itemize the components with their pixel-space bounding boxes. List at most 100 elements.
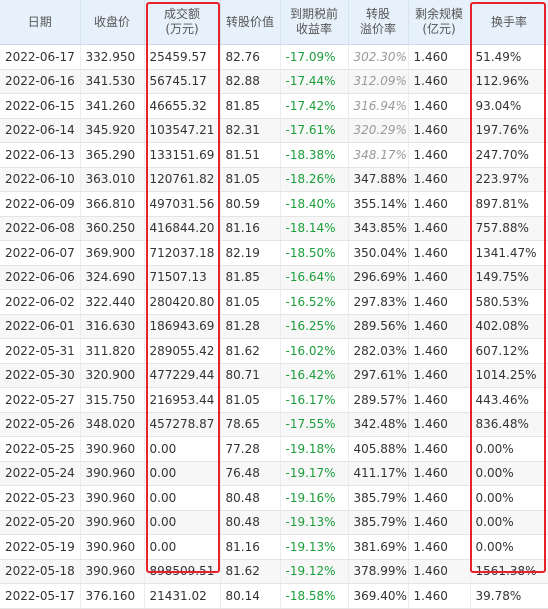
date-cell: 2022-06-15 <box>0 93 81 119</box>
table-row[interactable]: 2022-06-01 316.630 186943.69 81.28 -16.25% 28… <box>0 314 548 339</box>
remaining-size-cell: 1.460 <box>408 510 471 535</box>
close-price-cell: 324.690 <box>80 265 145 290</box>
remaining-size-cell: 1.460 <box>408 167 471 192</box>
close-price-cell: 366.810 <box>80 191 145 217</box>
conversion-value-cell: 81.85 <box>220 265 281 290</box>
premium-cell: 347.88% <box>348 167 409 192</box>
turnover-cell: 836.48% <box>470 412 548 437</box>
table-row[interactable]: 2022-05-30 320.900 477229.44 80.71 -16.42% 29… <box>0 363 548 388</box>
premium-cell: 348.17% <box>348 142 409 168</box>
column-header-close-price[interactable]: 收盘价 <box>80 0 145 45</box>
table-row[interactable]: 2022-05-20 390.960 0.00 80.48 -19.13% 385.79%… <box>0 510 548 535</box>
volume-cell: 0.00 <box>144 461 221 486</box>
volume-cell: 497031.56 <box>144 191 221 217</box>
turnover-cell: 0.00% <box>470 485 548 511</box>
table-row[interactable]: 2022-06-07 369.900 712037.18 82.19 -18.50% 35… <box>0 240 548 266</box>
close-price-cell: 390.960 <box>80 485 145 511</box>
table-row[interactable]: 2022-06-13 365.290 133151.69 81.51 -18.38% 34… <box>0 142 548 168</box>
conversion-value-cell: 81.05 <box>220 387 281 413</box>
conversion-value-cell: 80.14 <box>220 583 281 609</box>
remaining-size-cell: 1.460 <box>408 534 471 560</box>
ytm-cell: -19.13% <box>280 534 349 560</box>
column-header-remaining-size[interactable]: 剩余规模 (亿元) <box>408 0 471 45</box>
date-cell: 2022-05-31 <box>0 338 81 364</box>
ytm-cell: -16.17% <box>280 387 349 413</box>
turnover-cell: 897.81% <box>470 191 548 217</box>
table-row[interactable]: 2022-05-26 348.020 457278.87 78.65 -17.55% 34… <box>0 412 548 437</box>
volume-cell: 186943.69 <box>144 314 221 339</box>
ytm-cell: -18.58% <box>280 583 349 609</box>
ytm-cell: -16.02% <box>280 338 349 364</box>
column-header-volume[interactable]: 成交额 (万元) <box>144 0 221 45</box>
turnover-cell: 580.53% <box>470 289 548 315</box>
conversion-value-cell: 81.51 <box>220 142 281 168</box>
column-header-label: 到期税前 <box>289 7 338 21</box>
conversion-value-cell: 81.62 <box>220 338 281 364</box>
date-cell: 2022-06-16 <box>0 69 81 94</box>
column-header-turnover-rate[interactable]: 换手率 <box>470 0 548 45</box>
table-row[interactable]: 2022-06-08 360.250 416844.20 81.16 -18.14% 34… <box>0 216 548 241</box>
date-cell: 2022-05-17 <box>0 583 81 609</box>
table-row[interactable]: 2022-05-24 390.960 0.00 76.48 -19.17% 411.17%… <box>0 461 548 486</box>
premium-cell: 342.48% <box>348 412 409 437</box>
turnover-cell: 0.00% <box>470 461 548 486</box>
turnover-cell: 112.96% <box>470 69 548 94</box>
column-header-conversion-premium[interactable]: 转股 溢价率 <box>348 0 409 45</box>
table-row[interactable]: 2022-05-17 376.160 21431.02 80.14 -18.58% 369… <box>0 583 548 609</box>
table-row[interactable]: 2022-05-19 390.960 0.00 81.16 -19.13% 381.69%… <box>0 534 548 560</box>
date-cell: 2022-06-17 <box>0 44 81 70</box>
premium-cell: 369.40% <box>348 583 409 609</box>
table-row[interactable]: 2022-06-16 341.530 56745.17 82.88 -17.44% 312… <box>0 69 548 94</box>
table-row[interactable]: 2022-06-17 332.950 25459.57 82.76 -17.09% 302… <box>0 44 548 70</box>
conversion-value-cell: 81.62 <box>220 559 281 584</box>
date-cell: 2022-05-27 <box>0 387 81 413</box>
volume-cell: 0.00 <box>144 510 221 535</box>
close-price-cell: 390.960 <box>80 510 145 535</box>
table-row[interactable]: 2022-05-31 311.820 289055.42 81.62 -16.02% 28… <box>0 338 548 364</box>
table-row[interactable]: 2022-06-14 345.920 103547.21 82.31 -17.61% 32… <box>0 118 548 143</box>
table-row[interactable]: 2022-06-02 322.440 280420.80 81.05 -16.52% 29… <box>0 289 548 315</box>
conversion-value-cell: 82.19 <box>220 240 281 266</box>
volume-cell: 25459.57 <box>144 44 221 70</box>
premium-cell: 289.57% <box>348 387 409 413</box>
ytm-cell: -18.26% <box>280 167 349 192</box>
volume-cell: 0.00 <box>144 485 221 511</box>
table-row[interactable]: 2022-06-10 363.010 120761.82 81.05 -18.26% 34… <box>0 167 548 192</box>
turnover-cell: 443.46% <box>470 387 548 413</box>
turnover-cell: 402.08% <box>470 314 548 339</box>
table-row[interactable]: 2022-05-27 315.750 216953.44 81.05 -16.17% 28… <box>0 387 548 413</box>
table-row[interactable]: 2022-06-09 366.810 497031.56 80.59 -18.40% 35… <box>0 191 548 217</box>
column-header-label: 日期 <box>27 14 52 29</box>
date-cell: 2022-06-13 <box>0 142 81 168</box>
conversion-value-cell: 82.31 <box>220 118 281 143</box>
premium-cell: 378.99% <box>348 559 409 584</box>
table-row[interactable]: 2022-05-25 390.960 0.00 77.28 -19.18% 405.88%… <box>0 436 548 462</box>
close-price-cell: 376.160 <box>80 583 145 609</box>
table-body: 2022-06-17 332.950 25459.57 82.76 -17.09% 302… <box>0 44 548 609</box>
table-row[interactable]: 2022-05-23 390.960 0.00 80.48 -19.16% 385.79%… <box>0 485 548 511</box>
table-row[interactable]: 2022-06-06 324.690 71507.13 81.85 -16.64% 296… <box>0 265 548 290</box>
remaining-size-cell: 1.460 <box>408 191 471 217</box>
conversion-value-cell: 80.48 <box>220 510 281 535</box>
column-header-date[interactable]: 日期 <box>0 0 81 45</box>
column-header-conversion-value[interactable]: 转股价值 <box>220 0 281 45</box>
close-price-cell: 341.260 <box>80 93 145 119</box>
column-header-ytm-pretax[interactable]: 到期税前 收益率 <box>280 0 349 45</box>
ytm-cell: -19.12% <box>280 559 349 584</box>
conversion-value-cell: 80.48 <box>220 485 281 511</box>
turnover-cell: 197.76% <box>470 118 548 143</box>
close-price-cell: 390.960 <box>80 436 145 462</box>
volume-cell: 56745.17 <box>144 69 221 94</box>
column-header-label: 收益率 <box>295 22 332 36</box>
premium-cell: 355.14% <box>348 191 409 217</box>
turnover-cell: 149.75% <box>470 265 548 290</box>
ytm-cell: -16.42% <box>280 363 349 388</box>
ytm-cell: -19.16% <box>280 485 349 511</box>
date-cell: 2022-05-20 <box>0 510 81 535</box>
turnover-cell: 0.00% <box>470 510 548 535</box>
table-row[interactable]: 2022-05-18 390.960 898509.51 81.62 -19.12% 37… <box>0 559 548 584</box>
ytm-cell: -17.42% <box>280 93 349 119</box>
table-row[interactable]: 2022-06-15 341.260 46655.32 81.85 -17.42% 316… <box>0 93 548 119</box>
